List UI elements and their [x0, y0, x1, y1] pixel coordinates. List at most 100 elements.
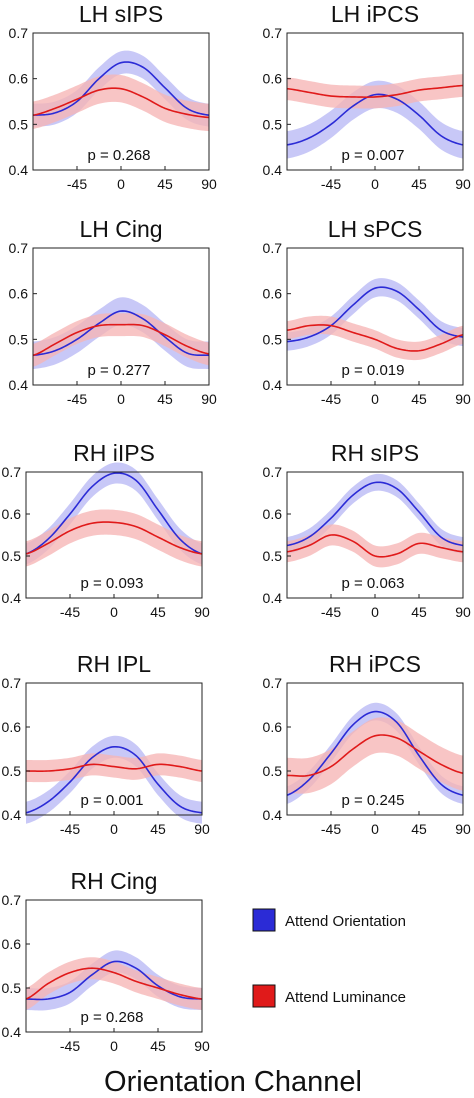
x-tick-label: 90 [201, 391, 217, 407]
p-value-label: p = 0.019 [342, 362, 405, 379]
y-tick-label: 0.4 [263, 162, 283, 178]
series-band-luminance [33, 74, 209, 132]
x-tick-label: -45 [321, 604, 341, 620]
x-tick-label: -45 [321, 391, 341, 407]
series-line-luminance [286, 324, 464, 352]
y-tick-label: 0.5 [263, 763, 283, 779]
y-tick-label: 0.6 [263, 719, 283, 735]
series-band-luminance [287, 315, 463, 361]
y-tick-label: 0.4 [9, 162, 29, 178]
series-line-orientation [25, 745, 203, 814]
y-tick-label: 0.6 [2, 506, 22, 522]
x-tick-label: -45 [60, 821, 80, 837]
panel-title: RH sIPS [331, 440, 419, 466]
legend-swatch-luminance [252, 984, 276, 1008]
y-tick-label: 0.7 [2, 464, 22, 480]
panel-data [32, 297, 210, 370]
x-tick-label: 90 [455, 604, 471, 620]
p-value-label: p = 0.093 [81, 575, 144, 592]
panel-data [286, 702, 464, 804]
panel-4: LH sPCS 0.4 0.5 0.6 0.7 -45 0 45 90 p = 0.019 [263, 216, 471, 407]
panel-1: LH sIPS 0.4 0.5 0.6 0.7 -45 0 45 90 p = 0.268 [9, 1, 217, 192]
x-tick-label: 0 [117, 176, 125, 192]
y-tick-label: 0.4 [263, 590, 283, 606]
x-tick-label: 0 [371, 391, 379, 407]
y-tick-label: 0.5 [2, 548, 22, 564]
x-tick-label: 90 [455, 391, 471, 407]
y-tick-label: 0.6 [263, 506, 283, 522]
x-tick-label: 0 [371, 176, 379, 192]
series-line-orientation [286, 481, 464, 547]
series-line-orientation [286, 93, 464, 146]
y-tick-label: 0.6 [263, 71, 283, 87]
y-tick-label: 0.4 [9, 377, 29, 393]
series-band-orientation [287, 702, 463, 804]
series-line-orientation [286, 286, 464, 343]
series-line-luminance [32, 87, 210, 119]
panel-data [25, 462, 203, 567]
x-tick-label: 0 [110, 1038, 118, 1054]
y-tick-label: 0.6 [263, 286, 283, 302]
series-line-luminance [25, 967, 203, 1000]
x-tick-label: -45 [60, 1038, 80, 1054]
x-tick-label: 90 [455, 821, 471, 837]
x-tick-label: 90 [194, 1038, 210, 1054]
y-tick-label: 0.7 [9, 25, 29, 41]
panel-data [25, 950, 203, 1011]
legend-swatch-orientation [252, 908, 276, 932]
panel-data [286, 278, 464, 361]
panel-6: RH sIPS 0.4 0.5 0.6 0.7 -45 0 45 90 p = 0.063 [263, 440, 471, 620]
p-value-label: p = 0.007 [342, 147, 405, 164]
series-line-orientation [286, 710, 464, 796]
panel-data [25, 735, 203, 824]
x-tick-label: 90 [201, 176, 217, 192]
panel-8: RH iPCS 0.4 0.5 0.6 0.7 -45 0 45 90 p = 0.245 [263, 651, 471, 837]
x-tick-label: -45 [60, 604, 80, 620]
x-tick-label: 90 [194, 821, 210, 837]
y-tick-label: 0.6 [2, 936, 22, 952]
x-tick-label: -45 [321, 821, 341, 837]
panel-9: RH Cing 0.4 0.5 0.6 0.7 -45 0 45 90 p = 0.268 [2, 868, 210, 1054]
y-tick-label: 0.6 [9, 286, 29, 302]
y-tick-label: 0.5 [2, 980, 22, 996]
series-line-luminance [286, 84, 464, 98]
series-line-luminance [286, 734, 464, 777]
series-band-luminance [26, 753, 202, 783]
panel-title: LH Cing [79, 216, 162, 242]
panel-data [286, 74, 464, 159]
x-tick-label: -45 [67, 176, 87, 192]
x-tick-label: 0 [110, 821, 118, 837]
panel-title: LH sIPS [79, 1, 163, 27]
legend-label-orientation: Attend Orientation [285, 913, 406, 930]
series-band-orientation [33, 297, 209, 370]
p-value-label: p = 0.063 [342, 575, 405, 592]
x-tick-label: 45 [411, 821, 427, 837]
series-line-orientation [32, 310, 210, 357]
panel-title: RH iPCS [329, 651, 421, 677]
y-tick-label: 0.4 [263, 807, 283, 823]
y-tick-label: 0.7 [263, 25, 283, 41]
y-tick-label: 0.4 [263, 377, 283, 393]
series-line-luminance [25, 763, 203, 772]
x-tick-label: 45 [411, 604, 427, 620]
y-tick-label: 0.7 [263, 675, 283, 691]
series-line-orientation [25, 472, 203, 555]
series-line-luminance [32, 323, 210, 357]
panel-2: LH iPCS 0.4 0.5 0.6 0.7 -45 0 45 90 p = 0.007 [263, 1, 471, 192]
x-tick-label: 45 [157, 176, 173, 192]
x-tick-label: 0 [371, 604, 379, 620]
panel-title: RH iIPS [73, 440, 155, 466]
series-line-orientation [25, 960, 203, 1001]
panel-title: RH IPL [77, 651, 151, 677]
y-tick-label: 0.6 [2, 719, 22, 735]
series-line-luminance [25, 521, 203, 555]
y-tick-label: 0.7 [263, 464, 283, 480]
y-tick-label: 0.7 [2, 892, 22, 908]
x-tick-label: 0 [110, 604, 118, 620]
x-axis-title: Orientation Channel [104, 1066, 362, 1098]
y-tick-label: 0.5 [2, 763, 22, 779]
y-tick-label: 0.5 [263, 331, 283, 347]
x-tick-label: 90 [455, 176, 471, 192]
series-band-luminance [26, 957, 202, 1010]
series-band-luminance [287, 717, 463, 794]
